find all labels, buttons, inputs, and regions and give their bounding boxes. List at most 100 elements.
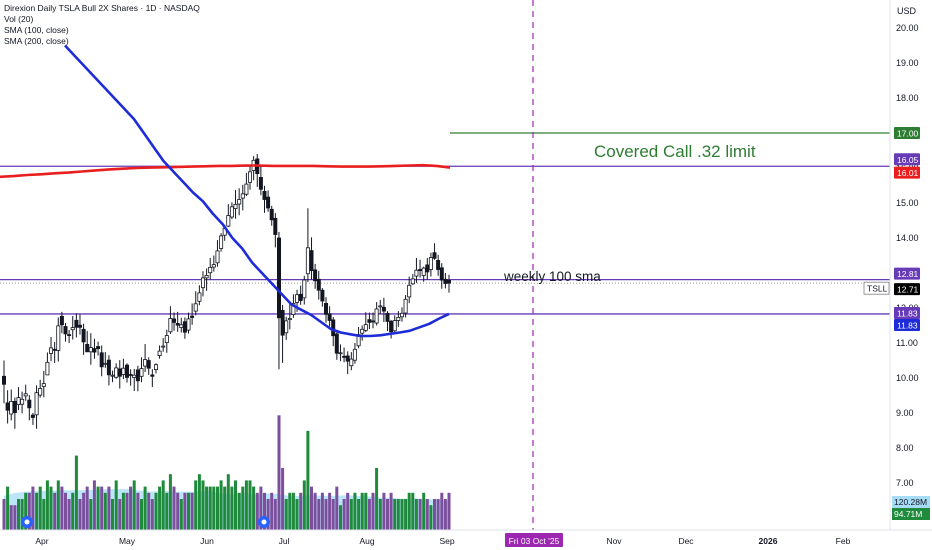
volume-bar <box>13 505 17 530</box>
volume-bar <box>187 492 190 530</box>
volume-bar <box>429 505 433 530</box>
candle-body <box>313 269 318 282</box>
volume-bar <box>263 492 266 530</box>
candle-body <box>367 319 372 323</box>
time-axis[interactable]: Apr May Jun Jul Aug Sep Fri 03 Oct '25 Nov Dec 20… <box>0 529 932 547</box>
volume-bar <box>100 486 104 530</box>
date-marker-tag[interactable]: Fri 03 Oct '25 <box>505 533 563 547</box>
volume-tag[interactable]: 94.71M <box>892 508 930 520</box>
volume-bar <box>216 486 219 530</box>
volume-bar <box>375 468 379 530</box>
volume-bar <box>201 480 205 530</box>
volume-bar <box>74 455 78 530</box>
volume-bar <box>176 492 180 530</box>
candle <box>99 345 104 377</box>
volume-avg-tag[interactable]: 120.28M <box>892 496 930 508</box>
volume-bar <box>291 492 295 530</box>
price-tag-16-05-text: 16.05 <box>897 155 919 165</box>
candle-body <box>197 292 202 302</box>
volume-layer <box>2 415 451 530</box>
price-tag-12-81[interactable]: 12.81 <box>894 267 920 280</box>
candle-body <box>12 400 17 413</box>
time-tick-label: May <box>119 536 136 546</box>
volume-bar <box>266 499 270 530</box>
price-axis[interactable]: USD7.008.009.0010.0011.0012.0013.0014.00… <box>863 0 932 530</box>
volume-bar <box>129 486 133 530</box>
candle <box>211 255 216 272</box>
volume-bar <box>443 499 447 530</box>
volume-bar <box>96 486 100 530</box>
candle-body <box>52 348 57 351</box>
candle <box>208 257 213 280</box>
annotation-weekly-sma[interactable]: weekly 100 sma <box>503 269 601 284</box>
price-tag-16-05[interactable]: 16.05 <box>894 153 920 166</box>
candle-body <box>276 237 281 319</box>
candle <box>157 345 162 359</box>
volume-bar <box>346 492 350 530</box>
volume-bar <box>364 492 368 530</box>
time-tick-label: Jun <box>200 536 214 546</box>
candle <box>171 312 176 331</box>
candle-body <box>146 360 151 369</box>
candle-body <box>280 309 285 336</box>
candle-body <box>403 298 408 314</box>
candle <box>439 263 444 289</box>
price-tag-11-83-sma[interactable]: 11.83 <box>894 318 920 331</box>
candle-body <box>175 322 180 326</box>
annotation-covered-call[interactable]: Covered Call .32 limit <box>594 142 756 161</box>
candle <box>237 188 242 216</box>
volume-bar <box>277 415 281 530</box>
dividend-marker-icon[interactable] <box>258 516 270 528</box>
candle-body <box>374 308 379 324</box>
volume-bar <box>107 486 111 530</box>
volume-tag-text: 94.71M <box>894 509 922 519</box>
volume-bar <box>317 499 321 530</box>
candle-body <box>342 355 347 358</box>
time-tick-label: 2026 <box>759 536 778 546</box>
price-tag-17[interactable]: 17.00 <box>894 127 920 139</box>
candle <box>247 164 252 190</box>
candle-body <box>179 324 184 328</box>
volume-bar <box>85 486 89 530</box>
candle-body <box>439 267 444 281</box>
candle <box>381 297 386 322</box>
candle <box>175 311 180 332</box>
price-tag-16-05-bg <box>894 153 920 166</box>
volume-bar <box>197 474 201 530</box>
volume-bar <box>320 492 324 530</box>
candle-body <box>45 361 50 376</box>
candle <box>78 314 83 335</box>
legend-title: Direxion Daily TSLA Bull 2X Shares · 1D … <box>4 3 200 13</box>
volume-bar <box>241 486 245 530</box>
price-tag-11-83-line[interactable]: 11.83 <box>894 306 920 319</box>
volume-bar <box>433 499 436 530</box>
price-tag-12-71[interactable]: 12.71 <box>894 283 920 296</box>
volume-bar <box>400 499 404 530</box>
candle <box>320 288 325 307</box>
candle <box>146 357 151 375</box>
candle-body <box>92 348 97 353</box>
candle <box>287 301 292 330</box>
candle-body <box>182 321 187 333</box>
sma100-line <box>64 44 450 338</box>
volume-bar <box>331 499 335 530</box>
candle <box>313 263 318 289</box>
ticker-tag[interactable]: TSLL <box>863 281 890 295</box>
volume-bar <box>172 486 176 530</box>
candle-body <box>96 346 101 349</box>
event-markers-layer[interactable] <box>21 516 270 528</box>
price-tag-16-01[interactable]: 16.01 <box>894 166 920 179</box>
volume-bar <box>248 480 252 530</box>
candle-body <box>132 374 137 379</box>
time-tick-label: Dec <box>678 536 694 546</box>
price-tag-17-text: 17.00 <box>897 129 919 139</box>
volume-bar <box>71 492 75 530</box>
annotation-layer[interactable]: Covered Call .32 limit weekly 100 sma <box>503 142 756 284</box>
volume-tag-bg <box>892 508 930 520</box>
volume-bar <box>20 499 24 530</box>
dividend-marker-icon[interactable] <box>21 516 33 528</box>
candle-body <box>302 279 307 299</box>
volume-bar <box>60 486 64 530</box>
